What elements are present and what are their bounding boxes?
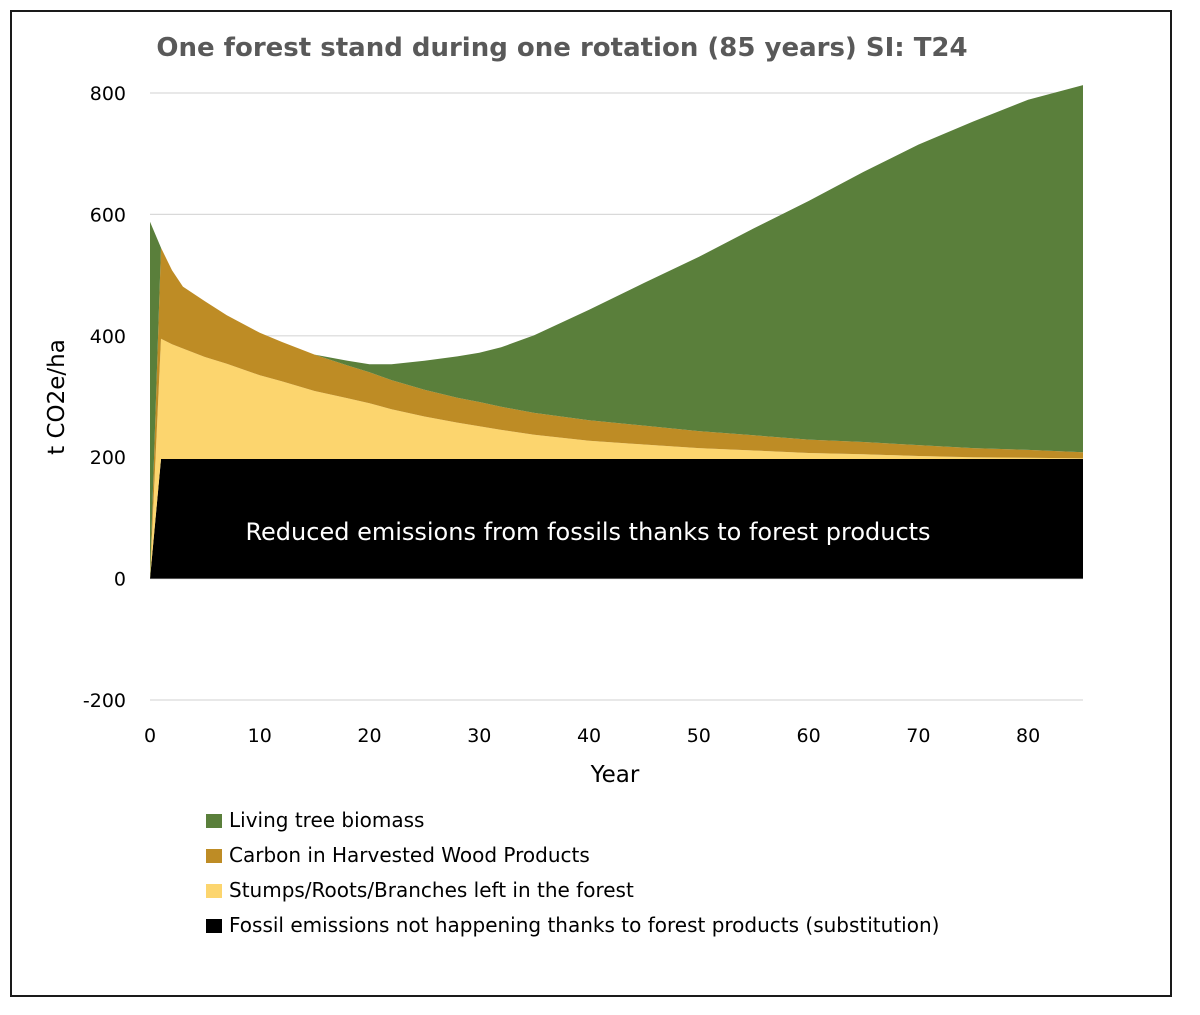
y-tick-label: 0 — [114, 569, 126, 591]
annotation-text: Reduced emissions from fossils thanks to… — [245, 518, 930, 546]
y-tick-label: -200 — [83, 690, 126, 712]
y-tick-label: 200 — [90, 447, 126, 469]
area-series — [150, 85, 1083, 579]
x-tick-label: 60 — [796, 725, 820, 747]
y-tick-label: 800 — [90, 83, 126, 105]
legend-swatch — [206, 884, 222, 898]
legend-swatch — [206, 919, 222, 933]
x-tick-label: 80 — [1016, 725, 1040, 747]
x-tick-label: 0 — [144, 725, 156, 747]
legend-label: Living tree biomass — [229, 808, 424, 832]
chart-title: One forest stand during one rotation (85… — [156, 33, 967, 63]
legend-swatch — [206, 814, 222, 828]
legend-label: Stumps/Roots/Branches left in the forest — [229, 878, 634, 902]
y-axis-title: t CO2e/ha — [44, 339, 70, 455]
y-tick-label: 400 — [90, 326, 126, 348]
x-tick-label: 10 — [248, 725, 272, 747]
legend-swatch — [206, 849, 222, 863]
legend-label: Carbon in Harvested Wood Products — [229, 843, 590, 867]
x-axis-ticks: 0 10 20 30 40 50 60 70 80 — [144, 725, 1040, 747]
area-living-tree-biomass — [150, 85, 1083, 579]
y-axis-ticks: -200 0 200 400 600 800 — [83, 83, 126, 712]
area-fossil-emissions-not-happening-thanks-to-forest-products-substitution — [150, 459, 1083, 579]
legend-label: Fossil emissions not happening thanks to… — [229, 913, 939, 937]
y-tick-label: 600 — [90, 204, 126, 226]
x-axis-title: Year — [590, 762, 640, 788]
x-tick-label: 30 — [467, 725, 491, 747]
x-tick-label: 40 — [577, 725, 601, 747]
x-tick-label: 20 — [357, 725, 381, 747]
x-tick-label: 70 — [906, 725, 930, 747]
legend: Living tree biomass Carbon in Harvested W… — [206, 808, 939, 937]
area-stumps-roots-branches-left-in-the-forest — [150, 338, 1083, 579]
x-tick-label: 50 — [687, 725, 711, 747]
